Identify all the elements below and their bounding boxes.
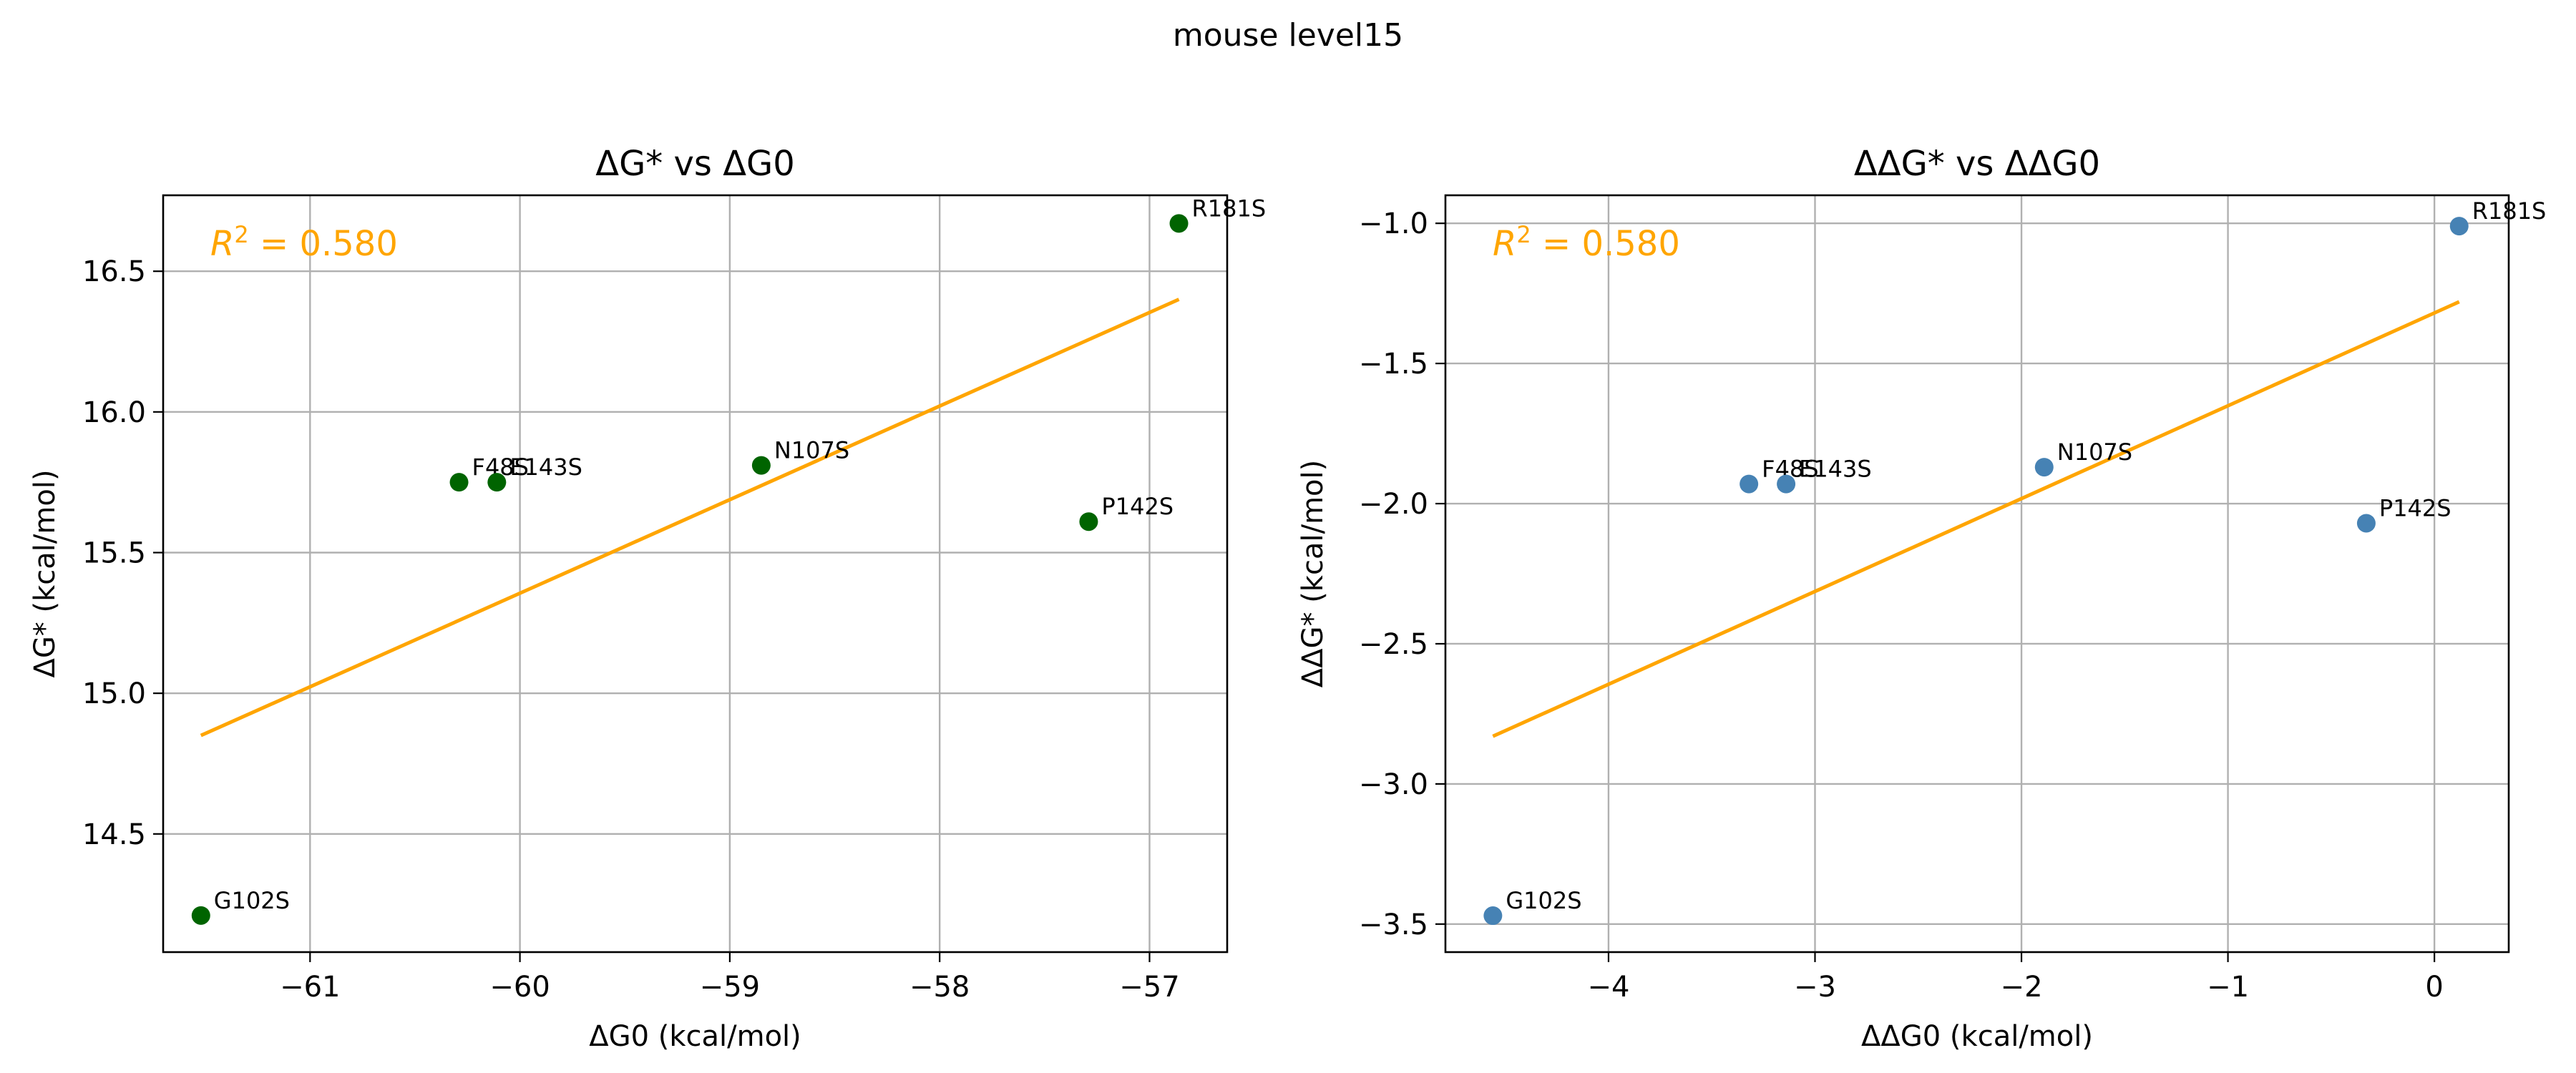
x-tick-label: −57 [1119,971,1179,1004]
data-point [487,473,507,492]
regression-line [200,298,1180,738]
x-tick-label: −1 [2207,971,2249,1004]
y-tick-label: −1.5 [1359,348,1428,381]
r-squared-symbol: R [1493,224,1516,264]
y-tick-label: 16.5 [82,255,146,288]
r-squared-exponent: 2 [1516,221,1531,248]
point-label: P142S [2379,494,2451,521]
y-tick-label: −3.0 [1359,768,1428,801]
y-axis-label: ΔΔG* (kcal/mol) [1297,460,1330,687]
r-squared-symbol: R [210,224,234,264]
data-point [1483,906,1503,926]
x-tick-label: −58 [909,971,970,1004]
x-axis-label: ΔΔG0 (kcal/mol) [1861,1020,2093,1053]
data-point [2356,514,2376,533]
regression-line [1492,300,2460,738]
y-tick-label: 14.5 [82,818,146,851]
point-label: R181S [1192,195,1267,222]
data-point [2034,458,2054,477]
y-tick-label: −2.5 [1359,628,1428,661]
data-point [2449,217,2469,236]
r-squared-annotation: R2 = 0.580 [1493,221,1680,264]
y-tick-label: 15.0 [82,677,146,710]
x-axis-label: ΔG0 (kcal/mol) [589,1020,801,1053]
axes-frame [162,194,1229,954]
r-squared-value: = 0.580 [249,224,398,264]
point-label: N107S [774,437,849,464]
x-tick-label: −3 [1794,971,1836,1004]
chart-title: ΔΔG* vs ΔΔG0 [1854,144,2100,184]
figure-suptitle: mouse level15 [1173,17,1403,54]
x-tick-label: −4 [1587,971,1629,1004]
y-axis-label: ΔG* (kcal/mol) [29,469,62,677]
r-squared-exponent: 2 [234,221,248,248]
r-squared-annotation: R2 = 0.580 [210,221,398,264]
point-label: G102S [1506,887,1581,914]
point-label: E143S [509,454,582,481]
x-tick-label: 0 [2425,971,2443,1004]
axes-frame [1444,194,2510,954]
point-label: N107S [2057,438,2132,466]
data-point [751,456,771,475]
y-tick-label: 15.5 [82,537,146,570]
data-point [1079,512,1098,531]
data-point [1777,474,1796,494]
y-tick-label: −1.0 [1359,207,1428,240]
x-tick-label: −2 [2001,971,2043,1004]
x-tick-label: −60 [489,971,550,1004]
x-tick-label: −59 [700,971,760,1004]
y-tick-label: −2.0 [1359,488,1428,521]
y-tick-label: −3.5 [1359,908,1428,941]
data-point [449,473,469,492]
data-point [191,906,210,925]
point-label: E143S [1799,456,1872,483]
x-tick-label: −61 [280,971,340,1004]
data-point [1169,214,1189,233]
r-squared-value: = 0.580 [1531,224,1680,264]
y-tick-label: 16.0 [82,396,146,429]
point-label: G102S [214,887,290,914]
data-point [1740,474,1759,494]
chart-title: ΔG* vs ΔG0 [595,144,795,184]
point-label: P142S [1101,493,1174,520]
